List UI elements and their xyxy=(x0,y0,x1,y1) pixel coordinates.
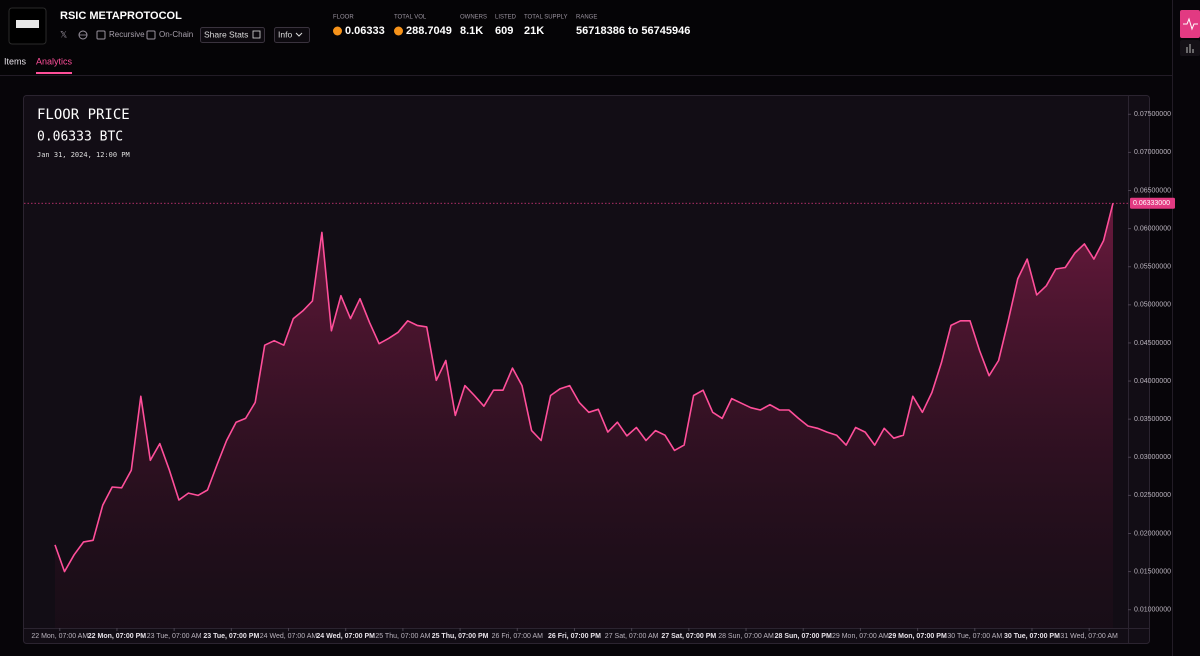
stat-label: TOTAL VOL xyxy=(394,15,427,21)
logo-mark xyxy=(16,20,39,28)
stat-value: 21K xyxy=(524,25,544,37)
x-tick-label: 30 Tue, 07:00 AM xyxy=(947,633,1002,640)
chart-date: Jan 31, 2024, 12:00 PM xyxy=(37,151,130,159)
y-tick-label: 0.02500000 xyxy=(1134,492,1171,499)
x-tick-label: 23 Tue, 07:00 PM xyxy=(203,633,259,640)
chevron-icon xyxy=(295,32,303,37)
price-line xyxy=(54,203,1114,573)
chart-title: FLOOR PRICE xyxy=(37,107,130,123)
share-stats-button[interactable] xyxy=(200,27,265,43)
header-bar xyxy=(0,0,1172,75)
tabs: Items Analytics xyxy=(4,56,73,74)
x-tick-label: 28 Sun, 07:00 PM xyxy=(775,633,832,640)
stat-label: RANGE xyxy=(576,15,597,21)
collection-title: RSIC METAPROTOCOL xyxy=(60,10,182,22)
y-tick-label: 0.03500000 xyxy=(1134,416,1171,423)
y-tick-label: 0.05000000 xyxy=(1134,302,1171,309)
current-price-tag xyxy=(1130,197,1175,209)
stat-value: 8.1K xyxy=(460,25,483,37)
onchain-link[interactable]: On-Chain xyxy=(159,30,193,39)
y-tick-label: 0.06500000 xyxy=(1134,187,1171,194)
x-tick-label: 26 Fri, 07:00 PM xyxy=(548,633,601,640)
stats: FLOOR 0.06333 TOTAL VOL 288.7049 OWNERS 8.1K L… xyxy=(333,15,690,37)
y-tick-label: 0.07500000 xyxy=(1134,111,1171,118)
stat-label: TOTAL SUPPLY xyxy=(524,15,567,21)
coin-icon xyxy=(333,26,342,36)
plot: 0.07500000 0.07000000 0.06500000 0.06000000… xyxy=(24,111,1175,640)
x-tick-label: 24 Wed, 07:00 PM xyxy=(316,633,375,640)
recursive-icon xyxy=(96,30,106,40)
y-tick-label: 0.04000000 xyxy=(1134,378,1171,385)
x-tick-label: 23 Tue, 07:00 AM xyxy=(147,633,202,640)
pulse-icon xyxy=(1183,17,1198,31)
stat-value: 609 xyxy=(495,25,513,37)
info-label: Info xyxy=(278,29,292,39)
x-icon[interactable]: 𝕏 xyxy=(60,29,67,39)
x-tick-label: 26 Fri, 07:00 AM xyxy=(492,633,544,640)
stat-value: 0.06333 xyxy=(345,25,385,37)
coin-icon xyxy=(394,26,403,36)
recursive-link[interactable]: Recursive xyxy=(109,30,145,39)
y-tick-label: 0.03000000 xyxy=(1134,454,1171,461)
x-tick-label: 27 Sat, 07:00 PM xyxy=(661,633,716,640)
x-tick-label: 24 Wed, 07:00 AM xyxy=(260,633,318,640)
bars-icon xyxy=(1186,44,1194,53)
x-tick-label: 29 Mon, 07:00 AM xyxy=(832,633,889,640)
x-tick-label: 30 Tue, 07:00 PM xyxy=(1004,633,1060,640)
x-tick-label: 28 Sun, 07:00 AM xyxy=(718,633,774,640)
current-price-label: 0.06333000 xyxy=(1133,200,1170,207)
x-tick-label: 22 Mon, 07:00 AM xyxy=(31,633,88,640)
stat-value: 56718386 to 56745946 xyxy=(576,25,690,37)
chart-subtitle: 0.06333 BTC xyxy=(37,130,123,145)
x-tick-label: 27 Sat, 07:00 AM xyxy=(605,633,659,640)
info-button[interactable] xyxy=(274,27,310,43)
area-fill xyxy=(55,203,1113,628)
stat-label: LISTED xyxy=(495,15,517,21)
y-tick-label: 0.04500000 xyxy=(1134,340,1171,347)
x-tick-label: 31 Wed, 07:00 AM xyxy=(1060,633,1118,640)
y-tick-label: 0.05500000 xyxy=(1134,264,1171,271)
stat-label: OWNERS xyxy=(460,15,487,21)
stat-value: 288.7049 xyxy=(406,25,452,37)
y-tick-label: 0.02000000 xyxy=(1134,530,1171,537)
y-tick-label: 0.07000000 xyxy=(1134,149,1171,156)
tab[interactable]: Analytics xyxy=(36,56,73,66)
share-icon xyxy=(252,30,261,39)
x-tick-label: 25 Thu, 07:00 PM xyxy=(432,633,489,640)
onchain-icon xyxy=(146,30,156,40)
tab[interactable]: Items xyxy=(4,56,27,66)
y-tick-label: 0.06000000 xyxy=(1134,225,1171,232)
x-tick-label: 25 Thu, 07:00 AM xyxy=(375,633,430,640)
share-stats-label: Share Stats xyxy=(204,29,248,39)
y-tick-label: 0.01500000 xyxy=(1134,568,1171,575)
x-tick-label: 29 Mon, 07:00 PM xyxy=(888,633,947,640)
x-tick-label: 22 Mon, 07:00 PM xyxy=(88,633,147,640)
y-tick-label: 0.01000000 xyxy=(1134,607,1171,614)
stat-label: FLOOR xyxy=(333,15,354,21)
